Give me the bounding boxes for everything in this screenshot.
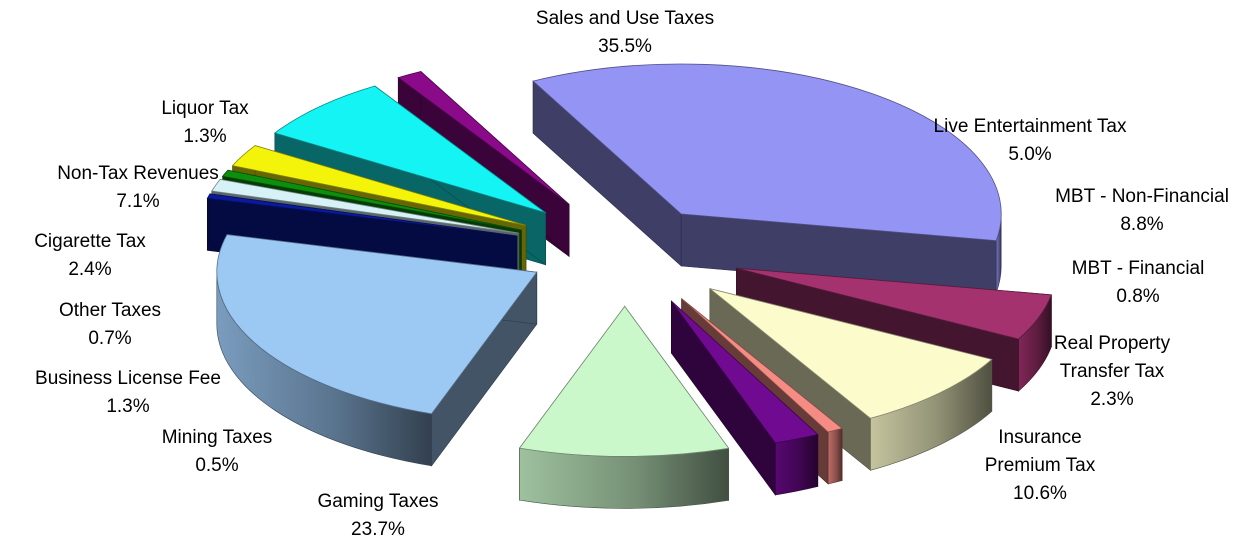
slice-percent: 8.8% [1120,214,1164,235]
slice-name: Transfer Tax [1059,361,1165,382]
slice-name: Insurance [998,427,1082,448]
slice-percent: 0.5% [195,455,239,476]
slice-label: MBT - Non-Financial 8.8% [1055,183,1229,239]
slice-top-face [681,298,844,433]
slice-name: Premium Tax [984,455,1096,476]
slice-label: Other Taxes 0.7% [59,297,161,353]
slice-name: Cigarette Tax [34,231,146,252]
slice-label: MBT - Financial 0.8% [1072,255,1205,311]
slice-top-face [670,300,819,444]
slice-percent: 2.4% [68,259,112,280]
slice-top-face [211,178,519,234]
slice-top-face [273,85,546,214]
slice-label: Non-Tax Revenues 7.1% [57,160,219,216]
slice-label: Live Entertainment Tax 5.0% [934,113,1127,169]
slice-name: Business License Fee [35,368,221,389]
slice-name: Sales and Use Taxes [535,8,715,29]
slice-percent: 1.3% [106,396,150,417]
slice-name: Mining Taxes [161,427,273,448]
slice-rim [775,434,819,496]
slice-name: Gaming Taxes [317,491,439,512]
slice-label: Mining Taxes 0.5% [162,424,273,480]
slice-top-face [518,305,730,457]
slice-percent: 23.7% [351,519,405,537]
slice-name: Live Entertainment Tax [933,116,1127,137]
slice-top-face [216,234,538,415]
slice-label: Business License Fee 1.3% [35,365,221,421]
slice-top-face [221,169,522,231]
slice-name: MBT - Financial [1071,258,1205,279]
slice-percent: 5.0% [1008,144,1052,165]
slice-rim [827,428,843,485]
slice-name: MBT - Non-Financial [1055,186,1229,207]
slice-label: Cigarette Tax 2.4% [34,228,146,284]
slice-top-face [231,145,527,226]
pie-slice [518,305,730,509]
slice-label: Liquor Tax 1.3% [161,95,248,151]
slice-percent: 2.3% [1090,389,1134,410]
slice-percent: 10.6% [1013,483,1067,504]
slice-percent: 0.8% [1116,286,1160,307]
slice-label: Insurance Premium Tax 10.6% [985,424,1096,508]
pie-slice [532,63,1002,293]
slice-top-face [397,71,570,205]
slice-name: Liquor Tax [161,98,249,119]
slice-name: Real Property [1053,333,1171,354]
slice-top-face [736,267,1052,340]
slice-label: Gaming Taxes 23.7% [317,488,438,537]
slice-label: Sales and Use Taxes 35.5% [536,5,714,61]
pie-slice [670,300,819,496]
slice-label: Real Property Transfer Tax 2.3% [1054,330,1170,414]
slice-name: Other Taxes [58,300,162,321]
slice-name: Non-Tax Revenues [57,163,219,184]
slice-percent: 1.3% [183,126,227,147]
pie-slice [216,234,538,467]
slice-top-face [206,193,518,237]
slice-percent: 0.7% [88,328,132,349]
slice-percent: 35.5% [598,36,652,57]
slice-top-face [532,63,1002,242]
slice-top-face [709,288,993,419]
slice-percent: 7.1% [116,191,160,212]
slice-rim [519,447,729,509]
